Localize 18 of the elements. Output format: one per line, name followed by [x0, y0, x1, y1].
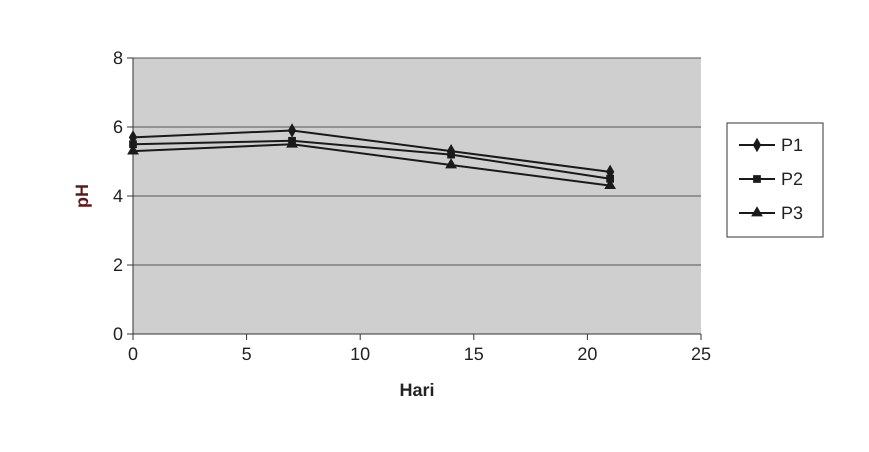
x-tick-label: 15: [464, 344, 484, 364]
y-tick-label: 6: [112, 117, 123, 137]
point: [445, 158, 457, 168]
y-tick-label: 2: [112, 255, 123, 275]
point: [288, 136, 296, 145]
x-tick-label: 0: [128, 344, 138, 364]
y-axis-title: pH: [72, 184, 92, 208]
x-tick-label: 10: [350, 344, 370, 364]
y-tick-label: 4: [112, 186, 123, 206]
x-tick-label: 25: [690, 344, 712, 364]
y-tick-label: 8: [112, 48, 123, 68]
x-axis-title: Hari: [399, 380, 435, 400]
legend-label: P3: [781, 203, 804, 223]
legend-label: P1: [781, 135, 804, 155]
legend-label: P2: [781, 169, 804, 189]
x-tick-label: 5: [242, 344, 252, 364]
y-tick-label: 0: [112, 324, 123, 344]
x-tick-label: 20: [577, 344, 598, 364]
